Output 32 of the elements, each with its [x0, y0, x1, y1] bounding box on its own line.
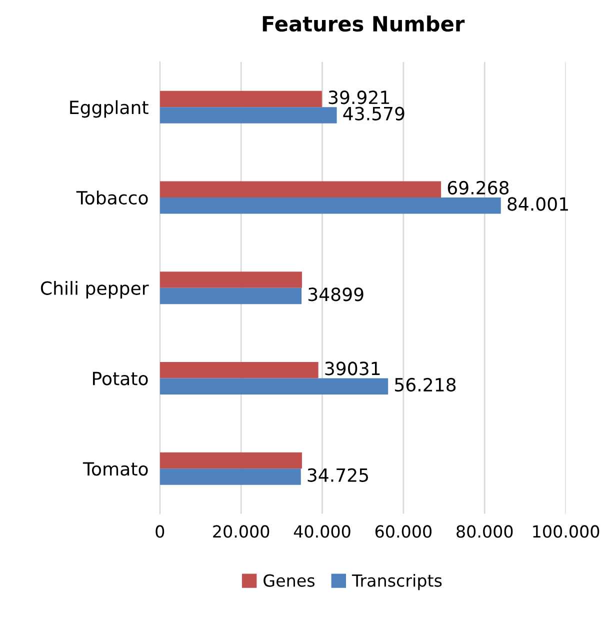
bar [160, 468, 301, 485]
x-tick-label: 60.000 [375, 525, 432, 538]
y-tick-label: Tobacco [76, 190, 148, 205]
chart-title: Features Number [262, 16, 465, 32]
bar [160, 107, 337, 124]
bar [160, 181, 442, 198]
data-label: 34899 [308, 288, 364, 302]
bar [160, 197, 501, 214]
y-tick-label: Chili pepper [40, 280, 149, 298]
data-label: 43.579 [343, 106, 404, 120]
legend-label: Genes [264, 574, 315, 587]
bar [160, 272, 302, 288]
y-tick-label: Tomato [82, 462, 148, 476]
x-tick-label: 0 [156, 525, 164, 538]
legend-label: Transcripts [352, 574, 442, 590]
data-label: 69.268 [448, 180, 509, 195]
data-label: 39031 [325, 362, 380, 376]
data-label: 84.001 [508, 197, 568, 211]
bar [160, 362, 318, 378]
x-tick-label: 40.000 [294, 525, 350, 538]
x-tick-label: 100.000 [533, 525, 600, 538]
bar [160, 288, 302, 304]
data-label: 39.921 [328, 90, 390, 104]
y-tick-label: Potato [93, 372, 148, 386]
data-label: 34.725 [308, 468, 368, 482]
bar [160, 452, 302, 469]
x-tick-label: 20.000 [213, 525, 270, 538]
bar [160, 90, 322, 108]
x-tick-label: 80.000 [456, 525, 513, 538]
y-tick-label: Eggplant [70, 100, 148, 118]
data-label: 56.218 [395, 378, 456, 392]
bar [160, 378, 388, 394]
